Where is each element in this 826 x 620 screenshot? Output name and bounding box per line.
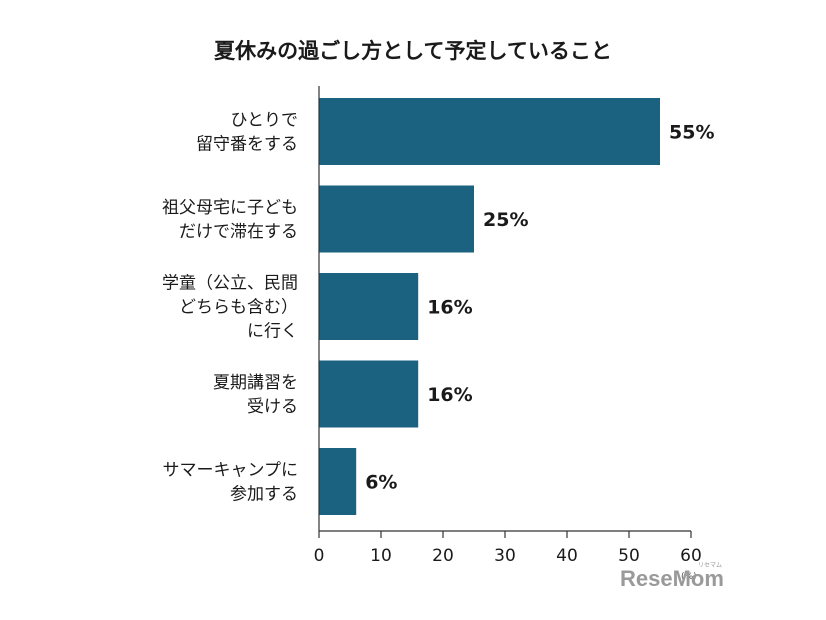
value-label-3: 16% [427, 384, 472, 406]
category-label-0: ひとりで留守番をする [196, 111, 298, 155]
bar-4 [319, 448, 357, 515]
category-label-4: サマーキャンプに参加する [163, 461, 299, 505]
category-label-3: 夏期講習を受ける [213, 373, 298, 417]
bar-3 [319, 360, 419, 428]
value-label-1: 25% [483, 209, 528, 231]
x-tick-label-3: 30 [494, 546, 516, 566]
value-label-0: 55% [669, 122, 714, 144]
x-axis-unit: (%) [681, 572, 697, 582]
category-label-line: サマーキャンプに [163, 461, 299, 481]
x-tick-label-5: 50 [618, 546, 640, 566]
watermark-logo: ReseMom リセマム [620, 562, 724, 591]
category-label-2: 学童（公立、民間どちらも含む） に行く [162, 274, 298, 342]
category-label-line: ひとりで [231, 111, 299, 131]
value-label-2: 16% [427, 297, 472, 319]
value-labels-group: 55% 25% 16% 16% 6% [365, 122, 714, 494]
x-tick-label-6: 60 [680, 546, 702, 566]
category-label-line: 夏期講習を [213, 373, 298, 393]
value-label-4: 6% [365, 472, 397, 494]
category-label-line: 祖父母宅に子ども [162, 198, 298, 218]
x-tick-label-0: 0 [314, 546, 325, 566]
category-label-line: に行く [247, 322, 298, 342]
bars-group [319, 98, 660, 515]
chart-title: 夏休みの過ごし方として予定していること [214, 39, 612, 63]
x-ticks-group: 0 10 20 30 40 50 60 [314, 531, 702, 566]
bar-2 [319, 273, 419, 340]
category-label-line: だけで滞在する [179, 222, 298, 242]
watermark-small-text: リセマム [698, 562, 722, 569]
category-label-line: どちらも含む） [179, 298, 298, 318]
category-label-line: 受ける [247, 397, 298, 417]
category-label-line: 留守番をする [196, 135, 298, 155]
category-labels-group: ひとりで留守番をする祖父母宅に子どもだけで滞在する学童（公立、民間どちらも含む）… [162, 111, 298, 505]
x-tick-label-1: 10 [370, 546, 392, 566]
bar-1 [319, 185, 474, 253]
category-label-line: 学童（公立、民間 [162, 274, 298, 294]
x-tick-label-4: 40 [556, 546, 578, 566]
category-label-1: 祖父母宅に子どもだけで滞在する [162, 198, 298, 242]
x-tick-label-2: 20 [432, 546, 454, 566]
bar-0 [319, 98, 660, 165]
x-axis: 0 10 20 30 40 50 60 (%) [314, 86, 702, 582]
watermark-text: ReseMom [620, 566, 724, 591]
category-label-line: 参加する [230, 485, 298, 505]
